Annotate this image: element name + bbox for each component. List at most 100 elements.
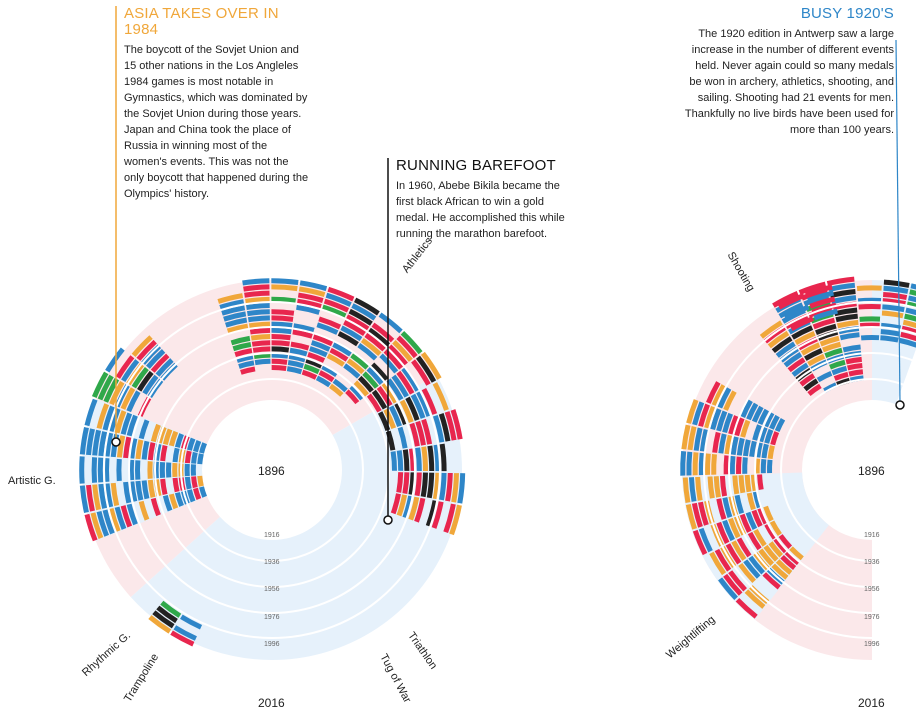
medal-cell — [725, 543, 742, 565]
medal-cell — [357, 375, 374, 393]
medal-cell — [386, 378, 404, 401]
medal-cell — [329, 383, 344, 397]
medal-cell — [332, 342, 352, 357]
medal-cell — [724, 434, 733, 455]
medal-cell — [97, 457, 104, 483]
medal-cell — [767, 445, 775, 460]
medal-cell — [271, 365, 287, 371]
medal-cell — [396, 450, 404, 471]
medal-cell — [704, 453, 711, 475]
medal-cell — [768, 541, 784, 558]
medal-cell — [236, 354, 254, 363]
medal-cell — [142, 374, 159, 395]
medal-cell — [96, 403, 110, 430]
medal-cell — [698, 527, 713, 553]
medal-cell — [775, 341, 796, 358]
medal-cell — [114, 410, 127, 434]
medal-cell — [426, 472, 435, 499]
medal-cell — [299, 280, 328, 292]
year-ring — [180, 378, 364, 562]
medal-cell — [880, 335, 899, 343]
medal-cell — [354, 297, 380, 316]
medal-cell — [764, 428, 774, 444]
medal-cell — [187, 489, 196, 503]
medal-cell — [84, 398, 98, 427]
year-ring — [103, 301, 441, 639]
medal-cell — [394, 402, 408, 425]
medal-cell — [745, 511, 758, 531]
medal-cell — [791, 362, 809, 377]
medal-cell — [193, 487, 202, 501]
medal-cell — [723, 455, 730, 475]
year-tick: 1936 — [864, 559, 880, 566]
medal-cell — [709, 551, 727, 576]
medal-cell — [763, 411, 775, 428]
medal-cell — [401, 367, 420, 392]
medal-cell — [150, 497, 161, 517]
medal-cell — [271, 284, 298, 292]
medal-cell — [152, 610, 175, 629]
medal-cell — [271, 327, 292, 335]
medal-cell — [762, 572, 781, 590]
annotation-busy-title: BUSY 1920'S — [800, 5, 894, 22]
medal-cell — [160, 600, 182, 618]
medal-cell — [79, 426, 89, 455]
medal-cell — [250, 334, 271, 341]
medal-cell — [698, 501, 709, 526]
annotation-asia-text: The boycott of the Sovjet Union and 15 o… — [124, 44, 309, 200]
medal-cell — [898, 337, 916, 348]
medal-cell — [716, 521, 730, 544]
medal-cell — [345, 314, 370, 331]
medal-cell — [764, 523, 777, 540]
medal-cell — [337, 331, 359, 347]
medal-cell — [160, 478, 168, 496]
medal-cell — [323, 298, 350, 313]
medal-cell — [799, 373, 816, 387]
medal-cell — [392, 339, 413, 362]
medal-cell — [409, 422, 420, 447]
medal-cell — [174, 492, 184, 507]
medal-cell — [221, 305, 246, 316]
medal-cell — [168, 430, 179, 447]
medal-cell — [751, 509, 763, 528]
medal-cell — [123, 481, 132, 504]
medal-cell — [719, 475, 728, 497]
medal-cell — [833, 371, 849, 381]
medal-cell — [316, 322, 339, 335]
medal-cell — [350, 353, 369, 370]
medal-cell — [822, 341, 842, 353]
medal-cell — [160, 444, 168, 462]
medal-cell — [402, 449, 410, 471]
medal-cell — [86, 428, 95, 456]
medal-cell — [219, 299, 245, 310]
medal-cell — [246, 309, 270, 317]
medal-cell — [742, 439, 751, 457]
medal-cell — [766, 459, 773, 474]
medal-cell — [905, 307, 916, 316]
medal-cell — [909, 289, 916, 296]
medal-cell — [286, 366, 303, 375]
medal-cell — [173, 625, 197, 641]
medal-cell — [771, 336, 793, 354]
medal-cell — [147, 442, 156, 461]
medal-cell — [415, 420, 426, 446]
medal-cell — [845, 356, 862, 365]
medal-cell — [135, 439, 144, 460]
medal-cell — [102, 405, 115, 431]
medal-cell — [735, 456, 742, 475]
medal-cell — [388, 405, 402, 427]
medal-cell — [129, 438, 138, 459]
medal-cell — [681, 424, 691, 450]
medal-cell — [743, 559, 761, 579]
medal-cell — [699, 428, 709, 452]
medal-cell — [449, 504, 462, 536]
medal-cell — [303, 363, 320, 375]
annotation-busy-text: The 1920 edition in Antwerp saw a large … — [684, 28, 894, 136]
medal-cell — [348, 308, 373, 326]
medal-cell — [246, 303, 270, 310]
medal-cell — [408, 496, 420, 521]
medal-cell — [734, 417, 745, 437]
medal-cell — [414, 497, 426, 523]
medal-cell — [109, 381, 125, 406]
medal-cell — [728, 415, 739, 435]
